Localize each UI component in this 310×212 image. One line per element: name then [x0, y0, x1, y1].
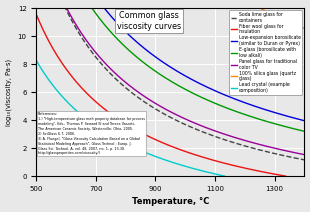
- Text: References:
1.) "High-temperature glass melt property database for process
model: References: 1.) "High-temperature glass …: [38, 112, 145, 155]
- X-axis label: Temperature, °C: Temperature, °C: [132, 197, 209, 206]
- Legend: Soda lime glass for
containers, Fiber wool glass for
insulation, Low-expansion b: Soda lime glass for containers, Fiber wo…: [229, 10, 302, 95]
- Text: Common glass
viscosity curves: Common glass viscosity curves: [117, 11, 181, 31]
- Y-axis label: log₁₀(viscosity, Pa·s): log₁₀(viscosity, Pa·s): [6, 59, 12, 126]
